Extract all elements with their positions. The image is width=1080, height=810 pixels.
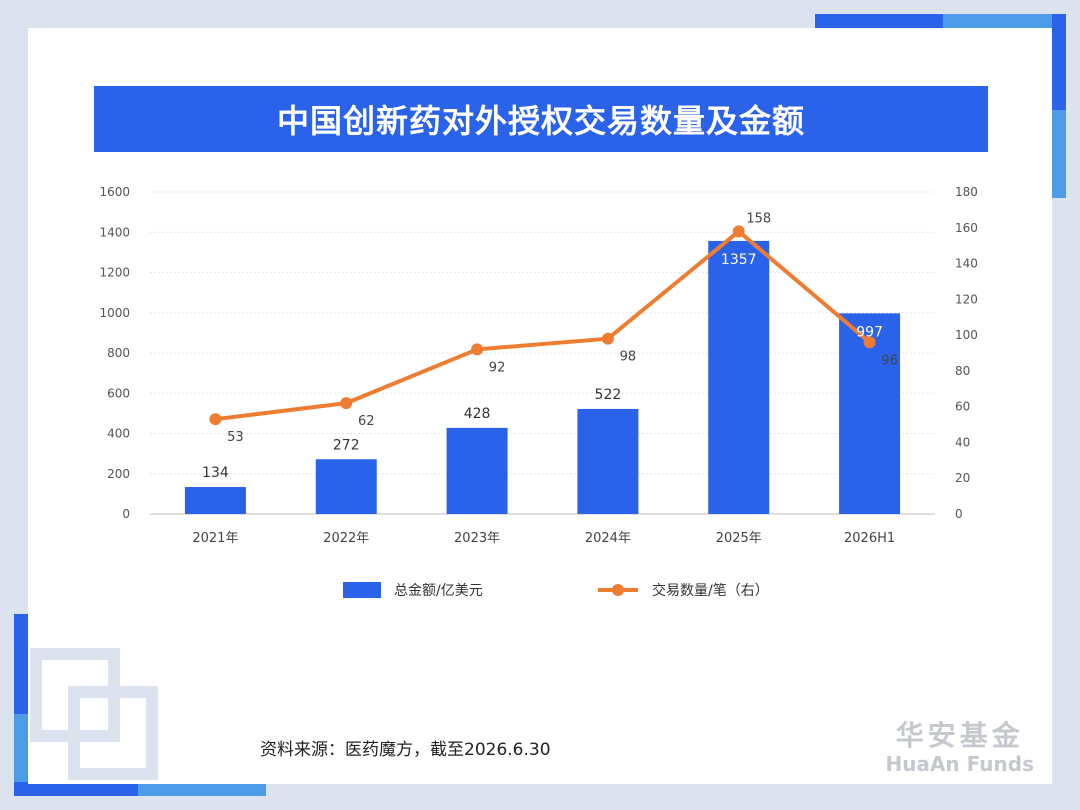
y-left-tick-label: 1000 [99,306,130,320]
y-left-tick-label: 1200 [99,266,130,280]
frame-accent-right-light [1052,110,1066,198]
line-point [601,332,614,345]
line-value-label: 53 [227,430,244,445]
y-left-tick-label: 1400 [99,225,130,239]
line-point [471,343,484,356]
x-tick-label: 2024年 [585,531,631,546]
brand-name-cn: 华安基金 [895,719,1024,752]
bar-value-label: 272 [333,437,360,453]
line-series [209,225,876,426]
y-right-tick-label: 80 [955,364,970,378]
axes: 0 200 400 600 800 1000 1200 1400 1600 0 20 40 60 80 10… [99,185,977,546]
brand-logo: 华安基金 HuaAn Funds [885,714,1034,776]
line-value-label: 92 [489,360,506,375]
bar-value-label: 1357 [721,252,757,268]
line-value-label: 96 [881,353,898,368]
line-point [732,225,745,238]
y-right-tick-label: 0 [955,507,963,521]
brand-name-en: HuaAn Funds [885,752,1034,776]
legend-swatch-bar [343,582,381,598]
y-left-tick-label: 400 [107,427,130,441]
legend-label-line: 交易数量/笔（右） [652,582,769,599]
frame-accent-left-light [14,714,28,796]
x-tick-label: 2021年 [192,531,238,546]
bar [446,427,508,514]
y-right-tick-label: 60 [955,400,970,414]
frame-accent-left-dark [14,614,28,714]
bar-value-label: 428 [464,406,491,422]
y-left-tick-label: 800 [107,346,130,360]
x-tick-label: 2026H1 [844,531,895,546]
frame-accent-bottom-dark [14,782,138,796]
y-left-tick-label: 1600 [99,185,130,199]
chart-title: 中国创新药对外授权交易数量及金额 [276,102,805,140]
y-right-tick-label: 20 [955,471,970,485]
line-value-label: 62 [358,414,375,429]
line-point [863,336,876,349]
frame-accent-top-dark [815,14,943,28]
line-point [340,397,353,410]
line-point [209,413,222,426]
y-right-tick-label: 160 [955,221,978,235]
data-labels: 134 272 428 522 1357 997 53 62 92 98 158 96 [202,211,898,481]
frame-accent-top-light [943,14,1063,28]
y-left-tick-label: 0 [122,507,130,521]
x-tick-label: 2022年 [323,531,369,546]
frame-accent-bottom-light [138,782,266,796]
y-right-tick-label: 100 [955,328,978,342]
legend: 总金额/亿美元 交易数量/笔（右） [343,582,769,599]
bar-value-label: 997 [856,324,883,340]
grid-lines [150,191,935,475]
bar-value-label: 134 [202,465,229,481]
source-note: 资料来源：医药魔方，截至2026.6.30 [260,740,551,760]
legend-swatch-marker [612,584,624,596]
y-right-tick-label: 120 [955,292,978,306]
legend-label-bar: 总金额/亿美元 [394,583,483,599]
bar-value-label: 522 [595,387,622,403]
frame-accent-right-dark [1052,14,1066,110]
title-banner: 中国创新药对外授权交易数量及金额 [94,86,988,152]
y-left-tick-label: 200 [107,467,130,481]
x-tick-label: 2025年 [716,531,762,546]
y-left-tick-label: 600 [107,386,130,400]
bar-series [184,240,901,514]
y-right-tick-label: 180 [955,185,978,199]
line-value-label: 98 [620,350,637,365]
y-right-tick-label: 40 [955,435,970,449]
bar [708,240,770,514]
bar [577,408,639,514]
corner-square-decoration-2 [68,686,158,780]
bar [184,487,246,514]
x-tick-label: 2023年 [454,531,500,546]
bar [315,459,377,514]
line-value-label: 158 [746,211,771,226]
y-right-tick-label: 140 [955,257,978,271]
line-path [215,229,871,422]
